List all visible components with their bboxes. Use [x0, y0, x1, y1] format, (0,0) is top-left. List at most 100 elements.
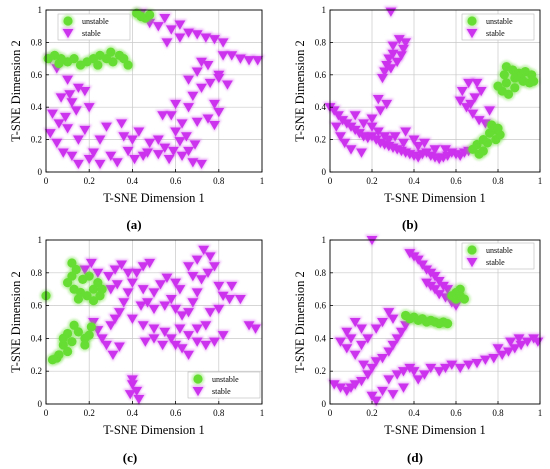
stable-point — [62, 88, 77, 102]
stable-point — [453, 95, 468, 108]
stable-point — [461, 359, 476, 372]
stable-point — [168, 98, 183, 111]
stable-point — [455, 85, 470, 98]
y-tick-label: 0.2 — [31, 135, 42, 145]
y-tick-label: 1 — [38, 5, 43, 15]
x-tick-label: 0 — [44, 176, 49, 186]
stable-point — [92, 134, 108, 147]
axes-box — [329, 9, 541, 173]
stable-point — [417, 137, 432, 150]
y-tick-label: 0.8 — [315, 37, 327, 47]
stable-point — [467, 92, 483, 105]
stable-point — [207, 336, 222, 349]
stable-point — [120, 267, 136, 280]
x-tick-label: 0.6 — [170, 176, 182, 186]
stable-point — [220, 79, 235, 92]
stable-point — [181, 349, 196, 362]
y-tick-label: 0.8 — [31, 37, 43, 47]
legend-unstable-label: unstable — [486, 17, 513, 26]
stable-point — [190, 287, 205, 300]
y-axis-label: T-SNE Dimension 2 — [9, 271, 23, 373]
stable-point — [123, 388, 138, 401]
unstable-point — [491, 79, 505, 93]
stable-point — [110, 156, 125, 170]
x-axis-label: T-SNE Dimension 1 — [103, 423, 205, 437]
stable-point — [354, 339, 369, 352]
stable-point — [136, 283, 151, 297]
x-tick-label: 0.8 — [492, 176, 504, 186]
stable-point — [64, 96, 80, 110]
unstable-point — [491, 121, 505, 135]
stable-point — [486, 352, 501, 365]
stable-point — [215, 49, 231, 63]
unstable-point — [441, 317, 455, 331]
stable-point — [385, 40, 401, 53]
stable-point — [200, 113, 216, 126]
stable-point — [369, 395, 384, 408]
stable-point — [381, 374, 396, 387]
unstable-point — [91, 58, 105, 72]
stable-point — [194, 56, 209, 69]
x-tick-label: 0.6 — [450, 176, 462, 186]
stable-point — [168, 126, 183, 139]
unstable-point — [45, 353, 59, 367]
stable-point — [151, 148, 166, 162]
stable-point — [155, 109, 170, 123]
stable-point — [146, 323, 162, 336]
stable-point — [136, 319, 151, 333]
stable-point — [86, 147, 101, 160]
legend-unstable-label: unstable — [82, 17, 109, 26]
x-tick-label: 1 — [538, 176, 543, 186]
stable-point — [107, 264, 123, 277]
stable-point — [333, 336, 348, 349]
x-tick-label: 0.8 — [213, 176, 225, 186]
unstable-point — [449, 285, 463, 299]
legend-stable-label: stable — [212, 387, 231, 396]
unstable-point — [466, 142, 480, 156]
panel-b: 0 0.2 0.4 0.6 0.8 1 0 0.2 0.4 0.6 0.8 1 T-SNE Dimens… — [293, 5, 542, 232]
unstable-point — [52, 56, 66, 70]
stable-point — [45, 108, 60, 121]
panel-label: (d) — [407, 450, 423, 465]
stable-point — [379, 98, 394, 111]
stable-point — [373, 105, 388, 118]
stable-point — [383, 62, 399, 76]
y-tick-label: 0.4 — [315, 102, 327, 112]
x-tick-label: 0.6 — [450, 408, 462, 418]
unstable-point — [508, 81, 522, 95]
x-tick-label: 0 — [328, 176, 333, 186]
stable-point — [339, 326, 354, 339]
stable-point — [181, 74, 196, 87]
y-tick-label: 0.2 — [31, 366, 42, 376]
stable-point — [478, 354, 493, 367]
stable-point — [198, 339, 214, 352]
axes-box — [329, 239, 541, 405]
stable-point — [211, 106, 226, 119]
stable-point — [99, 121, 114, 134]
stable-point — [440, 283, 455, 297]
unstable-point — [71, 292, 85, 306]
axes-box — [45, 9, 263, 173]
stable-point — [202, 306, 218, 319]
stable-point — [159, 272, 175, 285]
stable-point — [159, 37, 175, 50]
unstable-point — [143, 8, 157, 22]
stable-point — [172, 19, 188, 32]
y-axis-label: T-SNE Dimension 2 — [293, 40, 307, 142]
legend-stable-marker — [60, 27, 76, 40]
stable-point — [453, 362, 468, 375]
stable-point — [84, 257, 99, 270]
stable-point — [168, 277, 183, 290]
unstable-point — [56, 331, 70, 345]
y-tick-label: 0 — [322, 399, 327, 409]
stable-point — [168, 303, 183, 316]
legend: unstable stable — [57, 13, 131, 41]
stable-point — [181, 329, 196, 342]
stable-point — [360, 333, 375, 346]
stable-point — [120, 145, 136, 158]
stable-point — [116, 296, 131, 310]
stable-point — [381, 306, 396, 319]
unstable-point — [514, 71, 528, 85]
stable-point — [142, 257, 157, 270]
stable-point — [99, 339, 114, 352]
